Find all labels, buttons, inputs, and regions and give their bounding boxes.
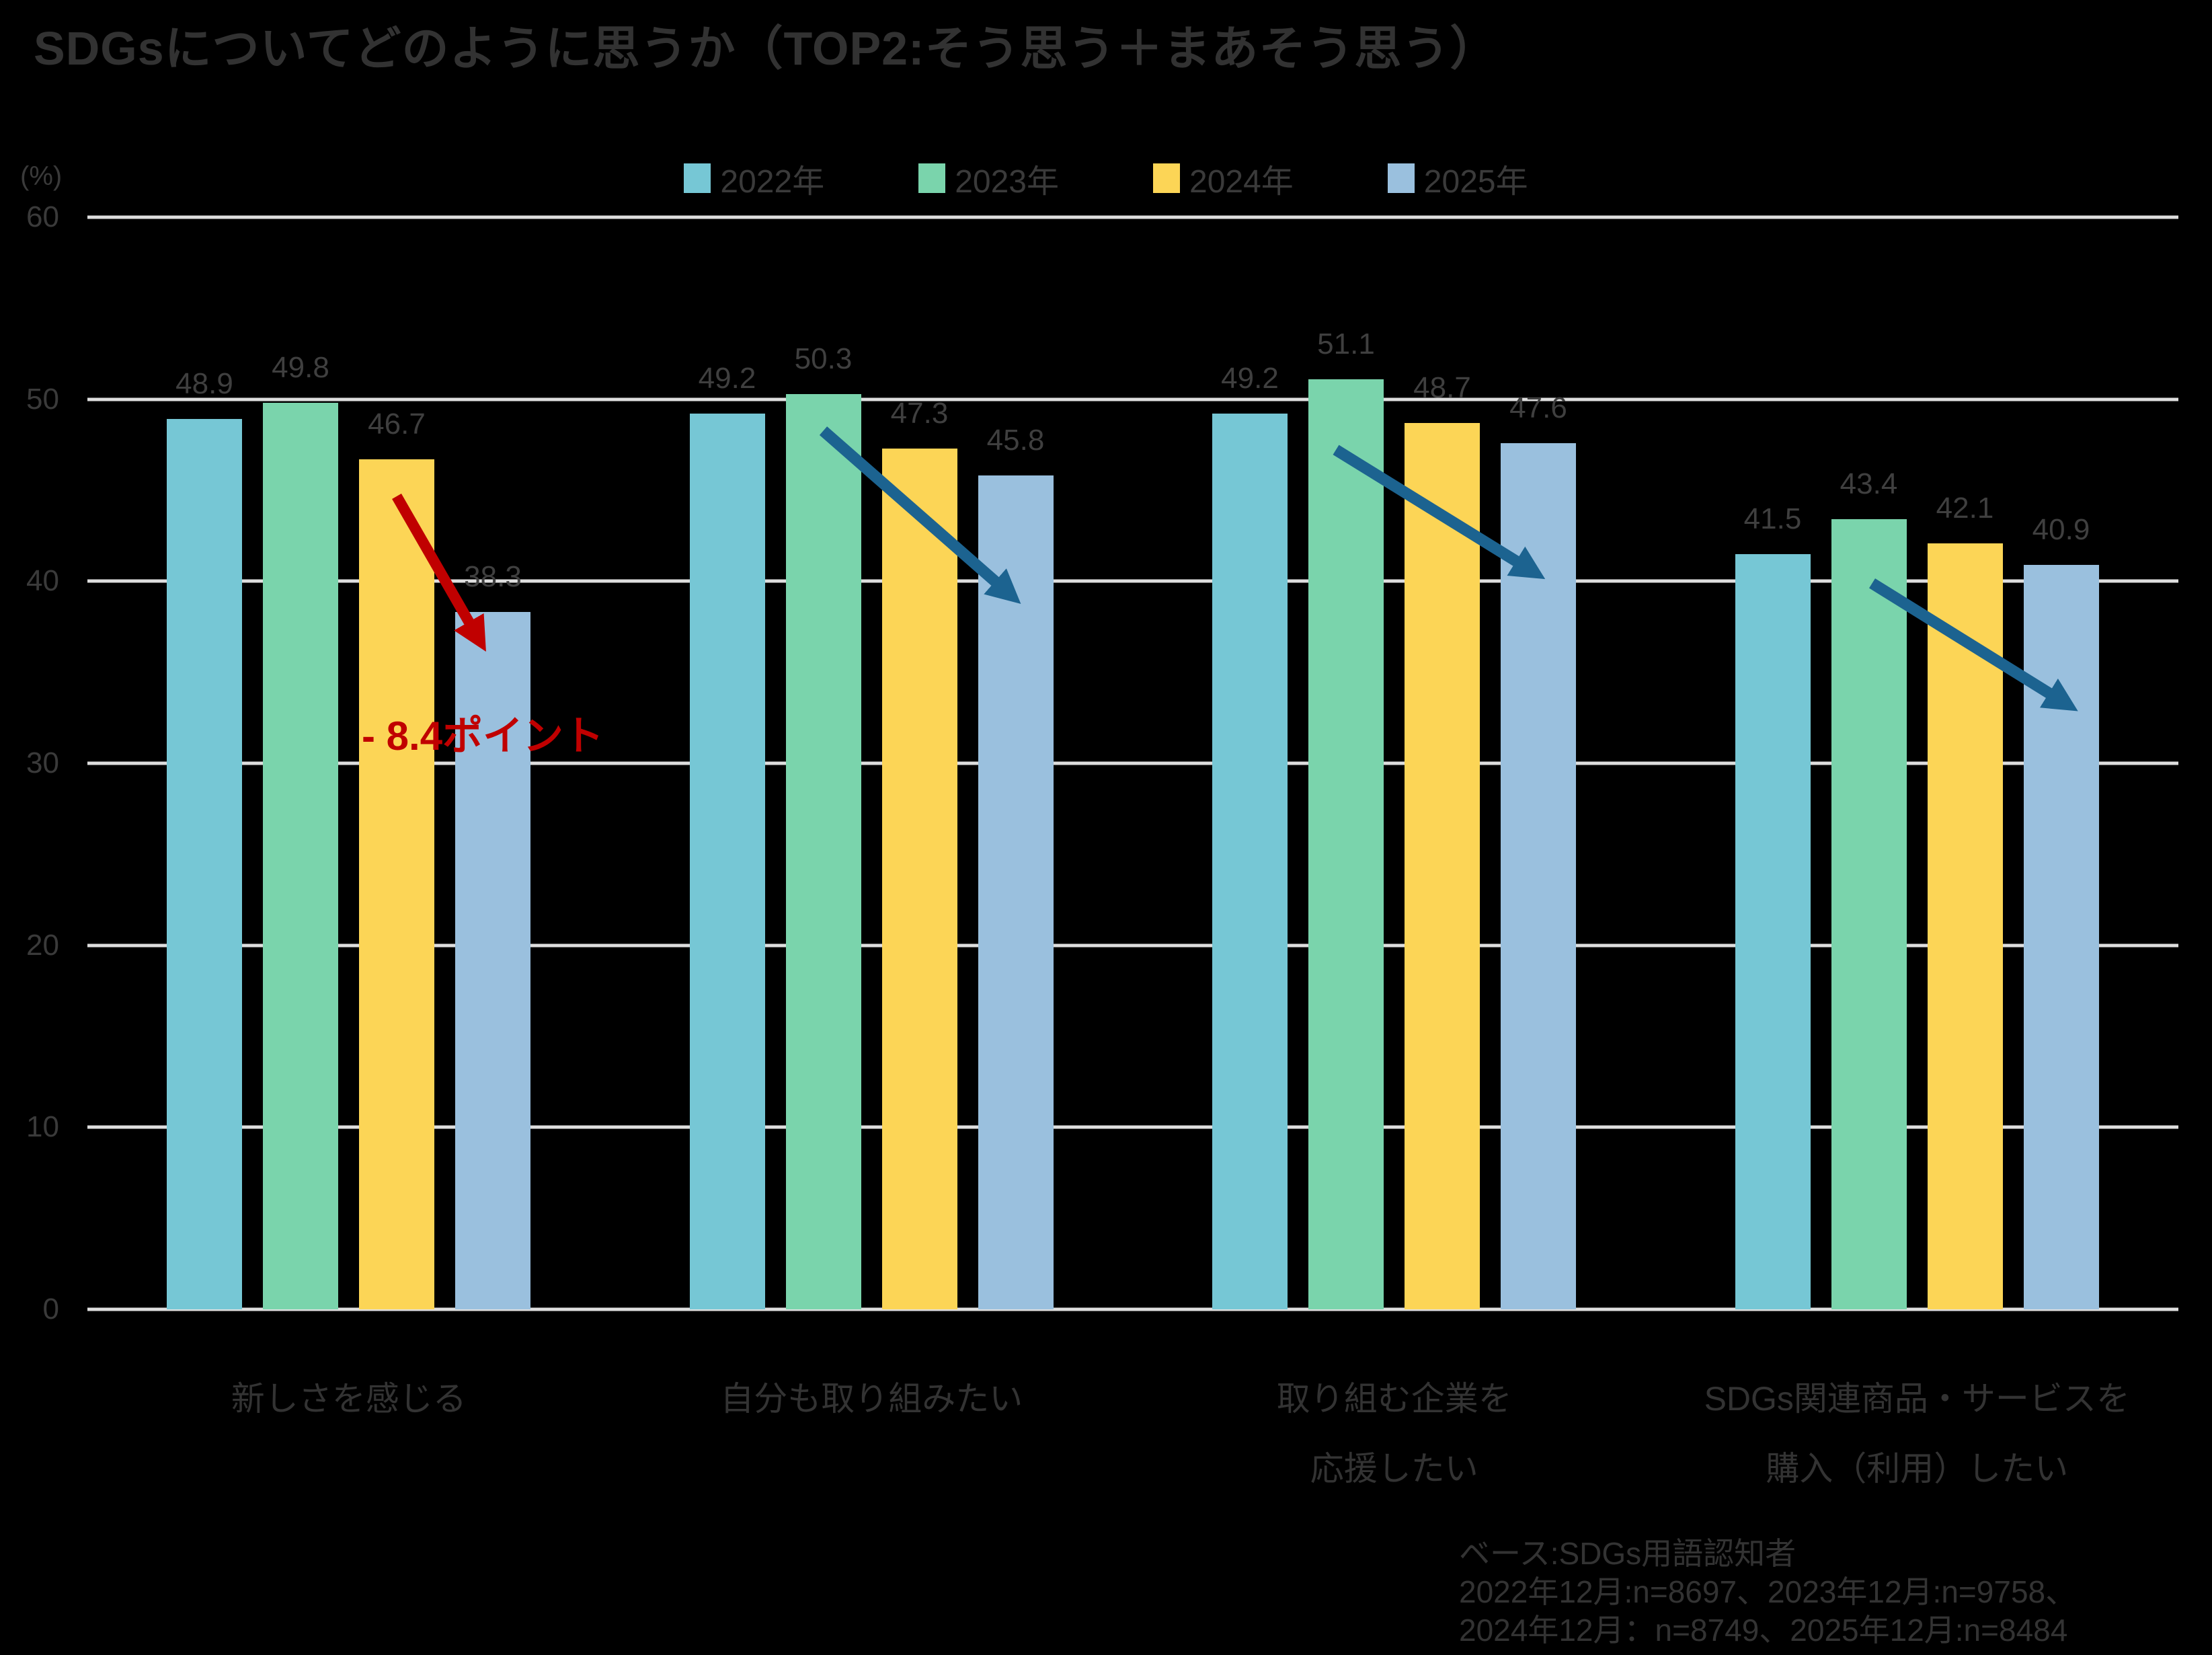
bar [1735,553,1811,1309]
value-label: 40.9 [2032,512,2090,546]
category-label: 自分も取り組みたい [610,1364,1134,1434]
gridline [87,1125,2178,1129]
footnote-line: 2022年12月:n=8697、2023年12月:n=9758、 [1459,1574,2077,1609]
legend-swatch [684,163,711,193]
category-label: 取り組む企業を 応援したい [1133,1364,1656,1504]
legend-label: 2024年 [1189,164,1294,200]
legend-swatch [1387,163,1415,193]
value-label: 50.3 [794,342,853,375]
category-label: 新しさを感じる [87,1364,610,1434]
legend-item: 2022年 [684,155,824,202]
bar [1405,422,1480,1309]
gridline [87,944,2178,948]
plot-area: 0 10 20 30 40 50 60 48.9 49.8 46.7 38.3 49.2 50.3 47.… [26,202,2179,1324]
legend-swatch [918,163,946,193]
category-label-line: 購入（利用）したい [1766,1450,2069,1488]
value-label: 46.7 [368,408,426,440]
footnote-line: ベース:SDGs用語認知者 [1459,1536,1796,1571]
bar [978,475,1054,1309]
y-axis-unit-label: (%) [20,161,63,191]
gridline [87,1307,2178,1311]
bar [785,393,861,1309]
value-label: 49.2 [698,362,756,395]
legend: 2022年 2023年 2024年 2025年 [0,155,2212,202]
bar [1831,519,1907,1309]
bar [263,403,338,1309]
category-label: SDGs関連商品・サービスを 購入（利用）したい [1656,1364,2179,1504]
bar [167,419,242,1309]
legend-swatch [1153,163,1180,193]
value-label: 48.7 [1413,371,1471,404]
bar-group: 49.2 50.3 47.3 45.8 [610,217,1134,1309]
bar [455,612,530,1309]
bar [2023,564,2099,1309]
decline-annotation: - 8.4ポイント [362,714,604,759]
value-label: 42.1 [1936,491,1994,525]
value-label: 47.3 [890,396,949,430]
gridline [87,397,2178,401]
legend-label: 2023年 [955,164,1059,200]
legend-item: 2023年 [918,155,1059,202]
value-label: 41.5 [1743,502,1802,535]
value-label: 51.1 [1317,327,1375,360]
bar [1927,543,2003,1309]
legend-item: 2025年 [1387,155,1528,202]
bar-group: 48.9 49.8 46.7 38.3 [87,217,610,1309]
bar [689,414,765,1309]
bar-group: 41.5 43.4 42.1 40.9 [1656,217,2179,1309]
value-label: 38.3 [464,560,522,594]
value-label: 48.9 [175,367,233,401]
legend-item: 2024年 [1153,155,1294,202]
category-label-line: 取り組む企業を [1276,1380,1512,1418]
category-label-line: 応援したい [1310,1450,1478,1488]
bar [881,448,957,1309]
bar [1501,442,1576,1309]
gridline [87,579,2178,583]
bar-group: 49.2 51.1 48.7 47.6 [1133,217,1656,1309]
value-label: 43.4 [1840,467,1898,501]
chart-title: SDGsについてどのように思うか（TOP2:そう思う＋まあそう思う） [34,22,1498,75]
value-label: 49.8 [272,351,329,385]
value-label: 47.6 [1509,391,1567,424]
value-label: 45.8 [986,424,1045,457]
footnote-line: 2024年12月：n=8749、2025年12月:n=8484 [1459,1613,2068,1648]
value-label: 49.2 [1221,362,1279,395]
category-label-line: 自分も取り組みたい [720,1380,1023,1418]
footnote: ベース:SDGs用語認知者 2022年12月:n=8697、2023年12月:n… [1459,1535,2076,1650]
category-label-line: 新しさを感じる [231,1380,467,1418]
legend-label: 2025年 [1423,164,1528,200]
legend-label: 2022年 [720,164,825,200]
bar [1212,414,1288,1309]
gridline [87,761,2178,765]
bar [1308,379,1384,1309]
gridline [87,215,2178,219]
category-label-line: SDGs関連商品・サービスを [1704,1380,2130,1418]
